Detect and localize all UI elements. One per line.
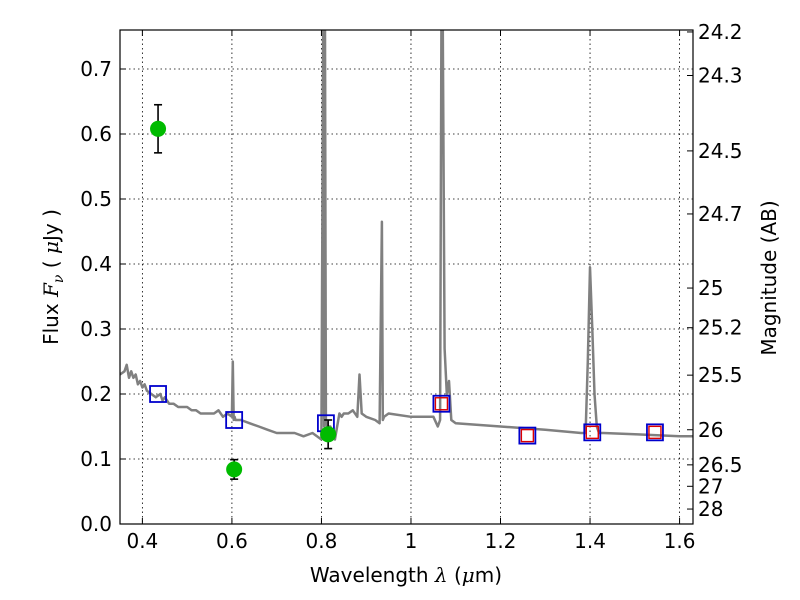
y2-tick-label: 24.2 [698, 20, 743, 44]
red-inner-square [434, 397, 449, 411]
y2-tick-label: 27 [698, 474, 723, 498]
red-inner-square [520, 428, 535, 443]
y2-tick-label: 25.2 [698, 316, 743, 340]
spectrum-line [120, 30, 693, 441]
observed-photometry-point [150, 120, 167, 137]
model-photometry-square [149, 385, 167, 403]
y-tick-label: 0.2 [80, 382, 112, 406]
x-axis-label: Wavelength λ (μm) [310, 563, 502, 587]
model-photometry-square [646, 423, 664, 442]
y2-tick-label: 24.7 [698, 202, 743, 226]
x-tick-label: 1.6 [664, 529, 696, 553]
red-inner-square [585, 425, 599, 440]
model-photometry-square [583, 423, 602, 442]
x-tick-label: 0.4 [126, 529, 158, 553]
axis-ticks: 0.4 0.6 0.8 1 1.2 1.4 1.6 0.0 0.1 0.2 0.3 0.4 0.5 0.6… [80, 20, 742, 553]
x-tick-label: 0.8 [306, 529, 338, 553]
y2-tick-label: 24.5 [698, 139, 743, 163]
observed-photometry-point [320, 426, 337, 443]
model-spectrum [120, 30, 693, 441]
model-photometry-square [432, 394, 451, 413]
observed-photometry-point [226, 461, 243, 478]
photometry-markers [149, 103, 664, 480]
y2-tick-label: 26 [698, 418, 723, 442]
x-tick-label: 1.4 [574, 529, 606, 553]
model-photometry-square [225, 411, 244, 429]
x-tick-label: 1.2 [485, 529, 517, 553]
y-tick-label: 0.7 [80, 57, 112, 81]
x-tick-label: 0.6 [216, 529, 248, 553]
y-tick-label: 0.3 [80, 317, 112, 341]
y-tick-label: 0.4 [80, 252, 112, 276]
y2-tick-label: 25 [698, 276, 723, 300]
gridlines [120, 30, 693, 524]
y-tick-label: 0.6 [80, 122, 112, 146]
y-tick-label: 0.1 [80, 447, 112, 471]
y-tick-label: 0.0 [80, 512, 112, 536]
red-inner-square [648, 425, 662, 440]
y2-axis-label: Magnitude (AB) [757, 200, 781, 355]
y-axis-label: Flux Fν ( μJy ) [39, 209, 67, 345]
y2-tick-label: 28 [698, 497, 723, 521]
plot-frame [119, 29, 694, 525]
y2-tick-label: 25.5 [698, 363, 743, 387]
x-tick-label: 1 [405, 529, 418, 553]
y-tick-label: 0.5 [80, 187, 112, 211]
model-photometry-square [518, 426, 537, 445]
y2-tick-label: 26.5 [698, 453, 743, 477]
y2-tick-label: 24.3 [698, 64, 743, 88]
